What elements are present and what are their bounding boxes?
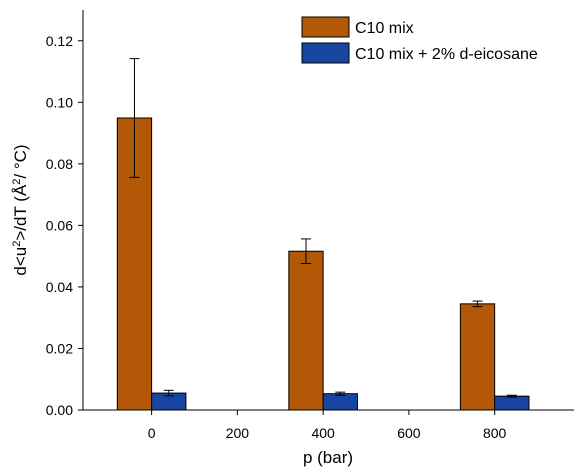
y-tick-label: 0.00 <box>46 402 73 418</box>
y-tick-label: 0.08 <box>46 156 73 172</box>
x-axis-title: p (bar) <box>303 448 353 467</box>
bars <box>116 117 530 411</box>
bar-series-2 <box>494 395 530 411</box>
error-bars <box>129 58 517 398</box>
plot-frame <box>82 10 574 411</box>
y-axis-title-superscript-1: 2 <box>11 241 23 247</box>
y-tick-label: 0.06 <box>46 217 73 233</box>
y-tick-label: 0.10 <box>46 94 73 110</box>
x-tick-label: 400 <box>311 425 335 441</box>
x-tick-label: 600 <box>397 425 421 441</box>
y-axis-title-part-3: / °C) <box>11 144 30 178</box>
legend: C10 mix C10 mix + 2% d-eicosane <box>301 16 538 64</box>
bar-series-1 <box>459 303 496 411</box>
x-tick-label: 0 <box>148 425 156 441</box>
y-axis-title-superscript-2: 2 <box>11 179 23 185</box>
bar-series-2 <box>322 393 358 411</box>
y-axis-title-part-2: >/dT (Å <box>11 184 30 241</box>
y-axis-title-part-1: d<u <box>11 247 30 276</box>
y-axis-title: d<u2>/dT (Å2/ °C) <box>11 144 30 275</box>
legend-label-c10-mix: C10 mix <box>355 20 414 37</box>
legend-label-c10-mix-eicosane: C10 mix + 2% d-eicosane <box>355 46 538 63</box>
x-tick-label: 200 <box>226 425 250 441</box>
bar-series-1 <box>288 250 324 411</box>
legend-swatch-c10-mix <box>301 16 350 38</box>
y-tick-label: 0.12 <box>46 33 73 49</box>
y-tick-label: 0.02 <box>46 340 73 356</box>
x-ticks: 0 200 400 600 800 <box>148 410 507 441</box>
y-tick-label: 0.04 <box>46 279 73 295</box>
x-tick-label: 800 <box>483 425 507 441</box>
y-ticks: 0.00 0.02 0.04 0.06 0.08 0.10 0.12 <box>46 33 83 418</box>
legend-swatch-c10-mix-eicosane <box>301 42 350 64</box>
